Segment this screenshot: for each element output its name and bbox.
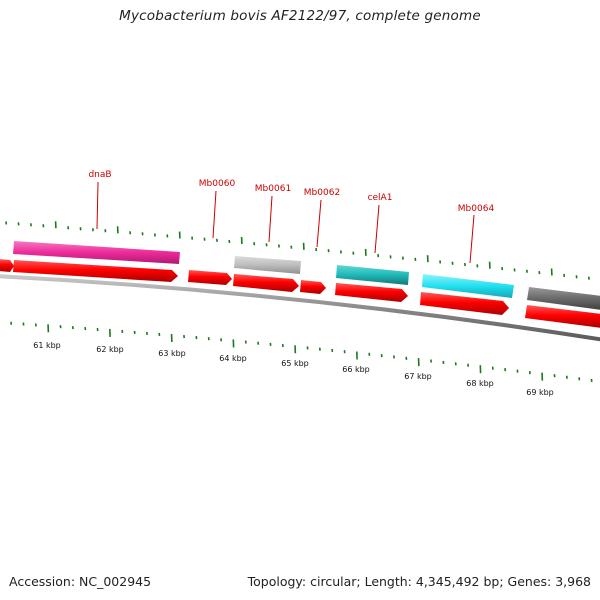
tick-label-8: 69 kbp [526,388,554,397]
tick-label-6: 67 kbp [404,372,432,381]
tick-label-4: 65 kbp [281,359,309,368]
cds-arrow-0[interactable] [0,259,14,272]
label-line-Mb0064 [469,214,475,264]
tick-label-0: 61 kbp [33,341,61,350]
tick-label-3: 64 kbp [219,354,247,363]
label-line-celA1 [374,204,380,254]
cds-arrow-next[interactable] [525,305,600,328]
genome-backbone [0,274,600,342]
gene-label-Mb0061[interactable]: Mb0061 [255,184,291,194]
cds-features [0,259,600,328]
label-line-Mb0061 [268,195,273,243]
cds-arrow-dnaB[interactable] [13,260,178,282]
map-title: Mycobacterium bovis AF2122/97, complete … [119,8,481,24]
gene-label-Mb0064[interactable]: Mb0064 [458,204,495,214]
feature-Mb0061[interactable] [234,256,301,274]
cds-arrow-Mb0060[interactable] [188,270,232,285]
cds-arrow-celA1[interactable] [335,283,408,302]
cds-arrow-Mb0061[interactable] [233,274,299,292]
gene-labels: dnaB Mb0060 Mb0061 Mb0062 celA1 Mb0064 [88,170,495,264]
feature-Mb0064[interactable] [422,274,514,298]
feature-dnaB[interactable] [13,241,180,264]
outer-tick-ring [5,221,590,280]
feature-next[interactable] [527,287,600,310]
gene-label-Mb0060[interactable]: Mb0060 [199,179,236,189]
tick-label-7: 68 kbp [466,379,494,388]
tick-label-1: 62 kbp [96,345,124,354]
top-strand-features [13,241,600,310]
tick-labels: 61 kbp 62 kbp 63 kbp 64 kbp 65 kbp 66 kbp 67 k… [33,341,554,397]
cds-arrow-Mb0062[interactable] [300,280,326,294]
cds-arrow-Mb0064[interactable] [420,292,509,315]
accession-label: Accession: NC_002945 [9,574,152,589]
genome-summary: Topology: circular; Length: 4,345,492 bp… [247,574,591,589]
gene-label-Mb0062[interactable]: Mb0062 [304,188,340,198]
inner-tick-ring [10,321,593,382]
tick-label-5: 66 kbp [342,365,370,374]
label-line-dnaB [96,181,99,230]
label-line-Mb0060 [212,190,217,239]
label-line-Mb0062 [316,199,322,248]
tick-label-2: 63 kbp [158,349,186,358]
gene-label-celA1[interactable]: celA1 [368,193,393,203]
gene-label-dnaB[interactable]: dnaB [88,170,111,180]
feature-celA1[interactable] [336,265,409,285]
